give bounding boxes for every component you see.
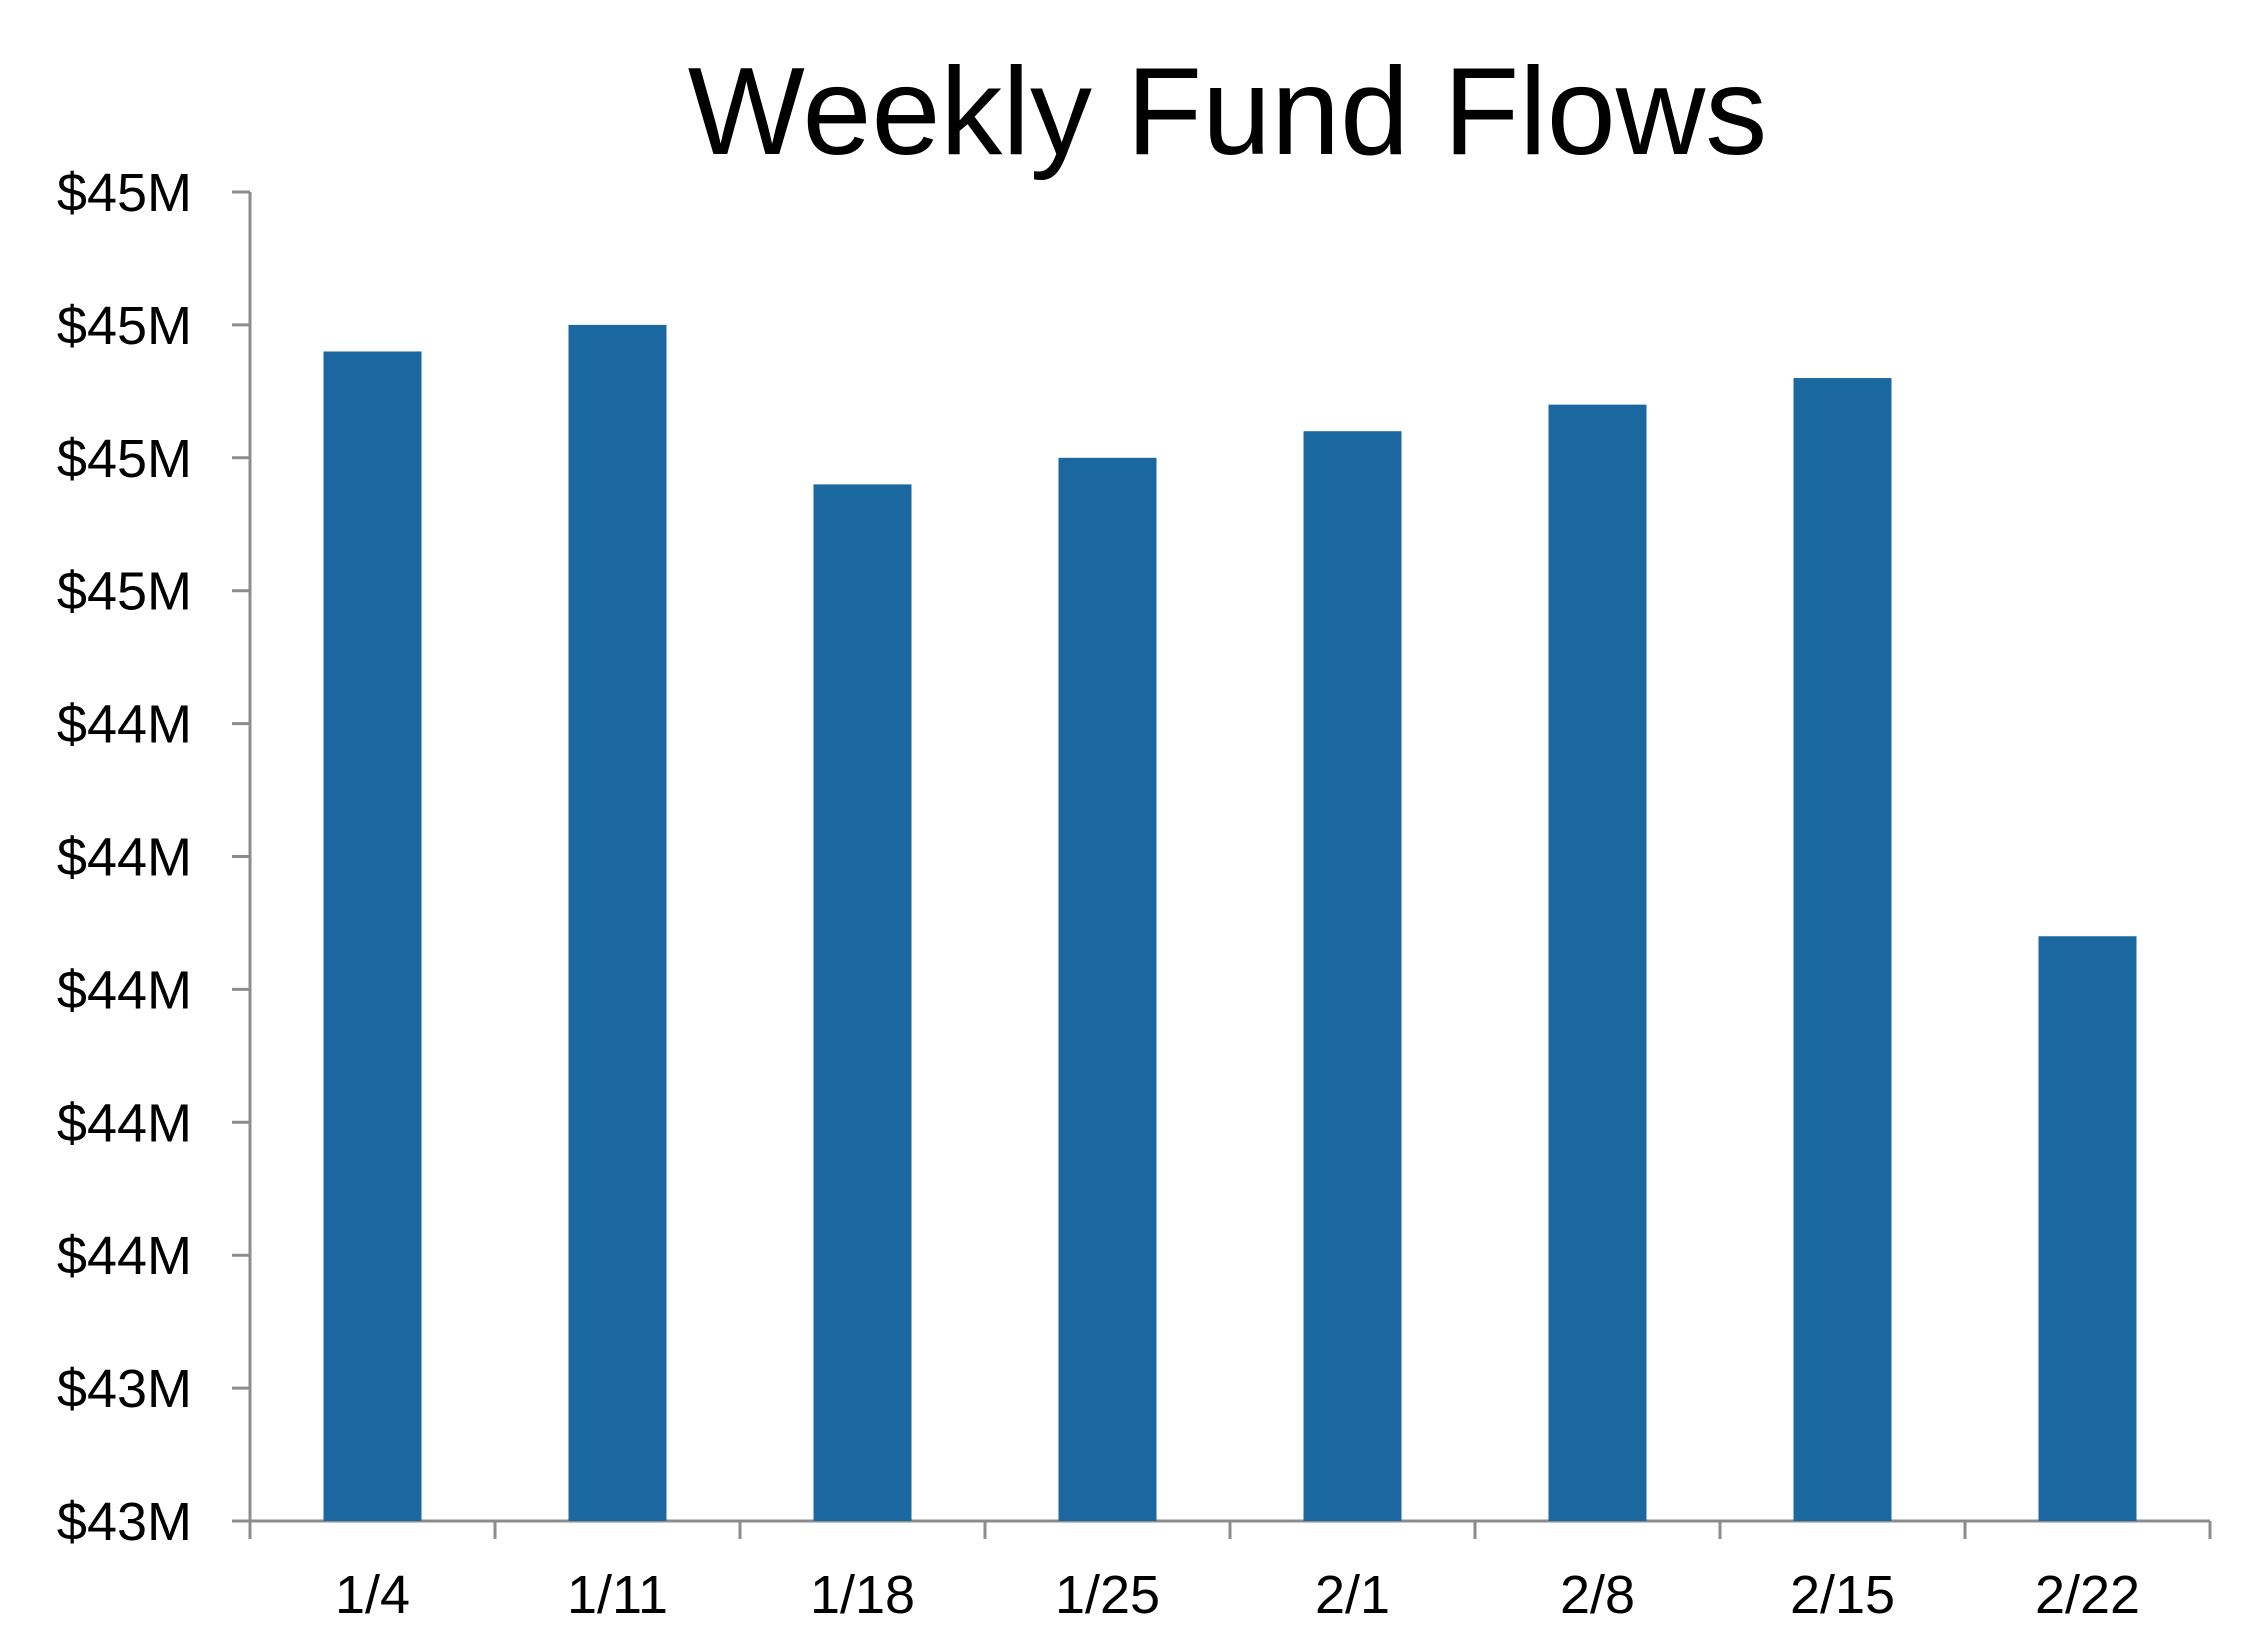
x-tick-label: 1/18 [810, 1565, 915, 1625]
y-tick-label: $45M [57, 163, 192, 223]
bar [2038, 936, 2137, 1521]
x-tick-label: 2/8 [1560, 1565, 1635, 1625]
bar [1303, 431, 1402, 1522]
y-tick-label: $44M [57, 695, 192, 755]
x-tick-label: 2/15 [1790, 1565, 1895, 1625]
bar [813, 484, 912, 1521]
bar [1548, 404, 1647, 1521]
bar [1793, 378, 1892, 1521]
y-tick-label: $45M [57, 296, 192, 356]
y-tick-label: $44M [57, 828, 192, 888]
y-axis-labels: $43M $43M $44M $44M $44M $44M $44M $45M $45M $45M… [57, 163, 192, 1552]
x-axis-labels: 1/4 1/11 1/18 1/25 2/1 2/8 2/15 2/22 [335, 1565, 2140, 1625]
y-tick-label: $43M [57, 1492, 192, 1552]
y-tick-label: $44M [57, 1093, 192, 1153]
x-tick-label: 1/25 [1055, 1565, 1160, 1625]
x-tick-label: 2/1 [1315, 1565, 1390, 1625]
bar [568, 324, 667, 1521]
chart-title: Weekly Fund Flows [687, 43, 1768, 181]
axes [232, 190, 2212, 1539]
bars-group [323, 324, 2137, 1522]
y-tick-label: $45M [57, 562, 192, 622]
y-tick-label: $43M [57, 1359, 192, 1419]
y-tick-label: $44M [57, 960, 192, 1020]
bar [1058, 457, 1157, 1521]
y-tick-label: $45M [57, 429, 192, 489]
bar [323, 351, 422, 1522]
x-tick-label: 1/4 [335, 1565, 410, 1625]
x-tick-label: 1/11 [567, 1565, 668, 1625]
y-tick-label: $44M [57, 1226, 192, 1286]
x-tick-label: 2/22 [2035, 1565, 2140, 1625]
